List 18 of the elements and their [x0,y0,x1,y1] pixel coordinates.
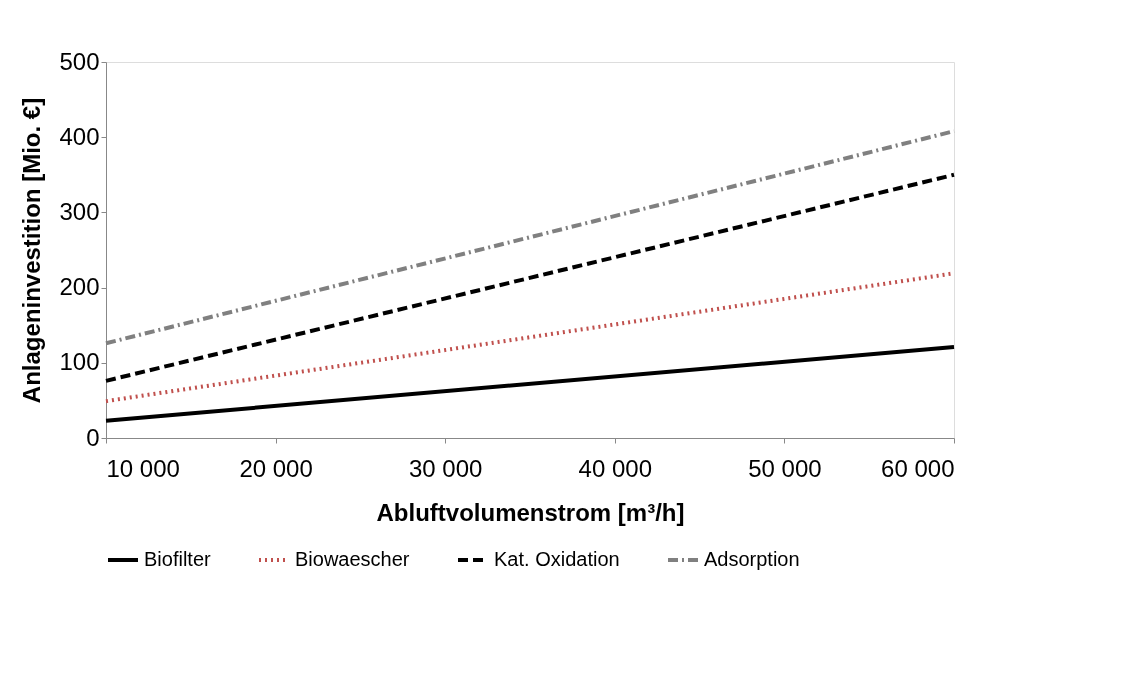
x-tick-label: 10 000 [106,454,180,482]
y-tick-label: 500 [59,47,100,75]
y-tick-label: 100 [59,348,100,376]
legend-label: Biofilter [144,548,212,570]
x-tick-label: 30 000 [409,454,483,482]
x-tick-label: 60 000 [881,454,955,482]
y-tick-label: 200 [59,273,100,301]
legend-label: Biowaescher [295,548,410,570]
legend-label: Kat. Oxidation [494,548,620,570]
x-tick-label: 40 000 [578,454,652,482]
x-axis-title: Abluftvolumenstrom [m³/h] [376,498,685,526]
y-tick-label: 400 [59,122,100,150]
y-axis-title: Anlageninvestition [Mio. €] [18,97,46,404]
y-tick-label: 300 [59,197,100,225]
x-tick-label: 20 000 [239,454,313,482]
x-tick-label: 50 000 [748,454,822,482]
legend-label: Adsorption [704,548,800,570]
y-tick-label: 0 [86,423,100,451]
